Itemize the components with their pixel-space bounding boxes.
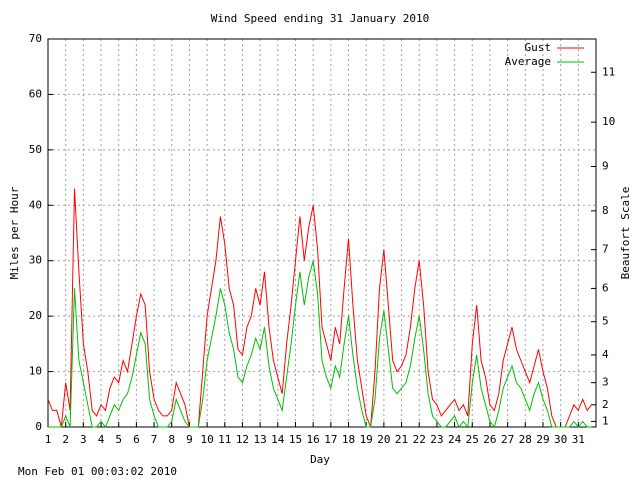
y2-tick-label: 5: [602, 315, 609, 328]
x-tick-label: 6: [133, 433, 140, 446]
x-tick-label: 26: [483, 433, 496, 446]
x-tick-label: 5: [115, 433, 122, 446]
chart-title: Wind Speed ending 31 January 2010: [211, 12, 430, 25]
x-tick-label: 3: [80, 433, 87, 446]
y-tick-label: 60: [29, 87, 42, 100]
x-tick-label: 20: [377, 433, 390, 446]
y-tick-label: 0: [35, 420, 42, 433]
x-tick-label: 24: [448, 433, 462, 446]
x-tick-label: 12: [236, 433, 249, 446]
x-tick-label: 17: [324, 433, 337, 446]
x-tick-label: 9: [186, 433, 193, 446]
y2-tick-label: 1: [602, 414, 609, 427]
x-tick-label: 15: [289, 433, 302, 446]
x-tick-label: 4: [98, 433, 105, 446]
x-tick-label: 25: [466, 433, 479, 446]
x-tick-label: 23: [430, 433, 443, 446]
y2-tick-label: 10: [602, 115, 615, 128]
y2-tick-label: 3: [602, 376, 609, 389]
x-tick-label: 11: [218, 433, 231, 446]
y2-tick-label: 8: [602, 204, 609, 217]
footer: Mon Feb 01 00:03:02 2010: [18, 465, 177, 478]
legend-label: Average: [505, 55, 551, 68]
x-tick-label: 29: [536, 433, 549, 446]
y-tick-label: 70: [29, 32, 42, 45]
x-tick-label: 27: [501, 433, 514, 446]
x-tick-label: 14: [271, 433, 285, 446]
series-line: [47, 188, 592, 428]
y-tick-label: 30: [29, 254, 42, 267]
y2-tick-label: 2: [602, 398, 609, 411]
x-tick-label: 2: [62, 433, 69, 446]
x-tick-label: 13: [254, 433, 267, 446]
legend-label: Gust: [525, 41, 552, 54]
x-tick-label: 18: [342, 433, 355, 446]
y2-tick-label: 6: [602, 281, 609, 294]
series-line: [48, 260, 592, 429]
x-tick-label: 22: [413, 433, 426, 446]
x-tick-label: 28: [519, 433, 532, 446]
plot-border: [47, 38, 597, 428]
x-tick-label: 1: [45, 433, 52, 446]
x-tick-label: 30: [554, 433, 567, 446]
y-tick-label: 50: [29, 143, 42, 156]
y-tick-label: 40: [29, 198, 42, 211]
y2-tick-label: 9: [602, 159, 609, 172]
y2-axis-label: Beaufort Scale: [619, 187, 632, 280]
y2-tick-label: 7: [602, 243, 609, 256]
x-tick-label: 16: [307, 433, 320, 446]
x-tick-label: 19: [360, 433, 373, 446]
y-tick-label: 10: [29, 365, 42, 378]
x-tick-label: 31: [572, 433, 585, 446]
x-tick-label: 7: [151, 433, 158, 446]
x-tick-label: 21: [395, 433, 408, 446]
y-tick-label: 20: [29, 309, 42, 322]
x-tick-label: 8: [168, 433, 175, 446]
x-tick-label: 10: [200, 433, 213, 446]
y2-tick-label: 4: [602, 348, 609, 361]
x-axis-label: Day: [310, 453, 330, 466]
y-axis-label: Miles per Hour: [8, 186, 21, 279]
y2-tick-label: 11: [602, 65, 615, 78]
